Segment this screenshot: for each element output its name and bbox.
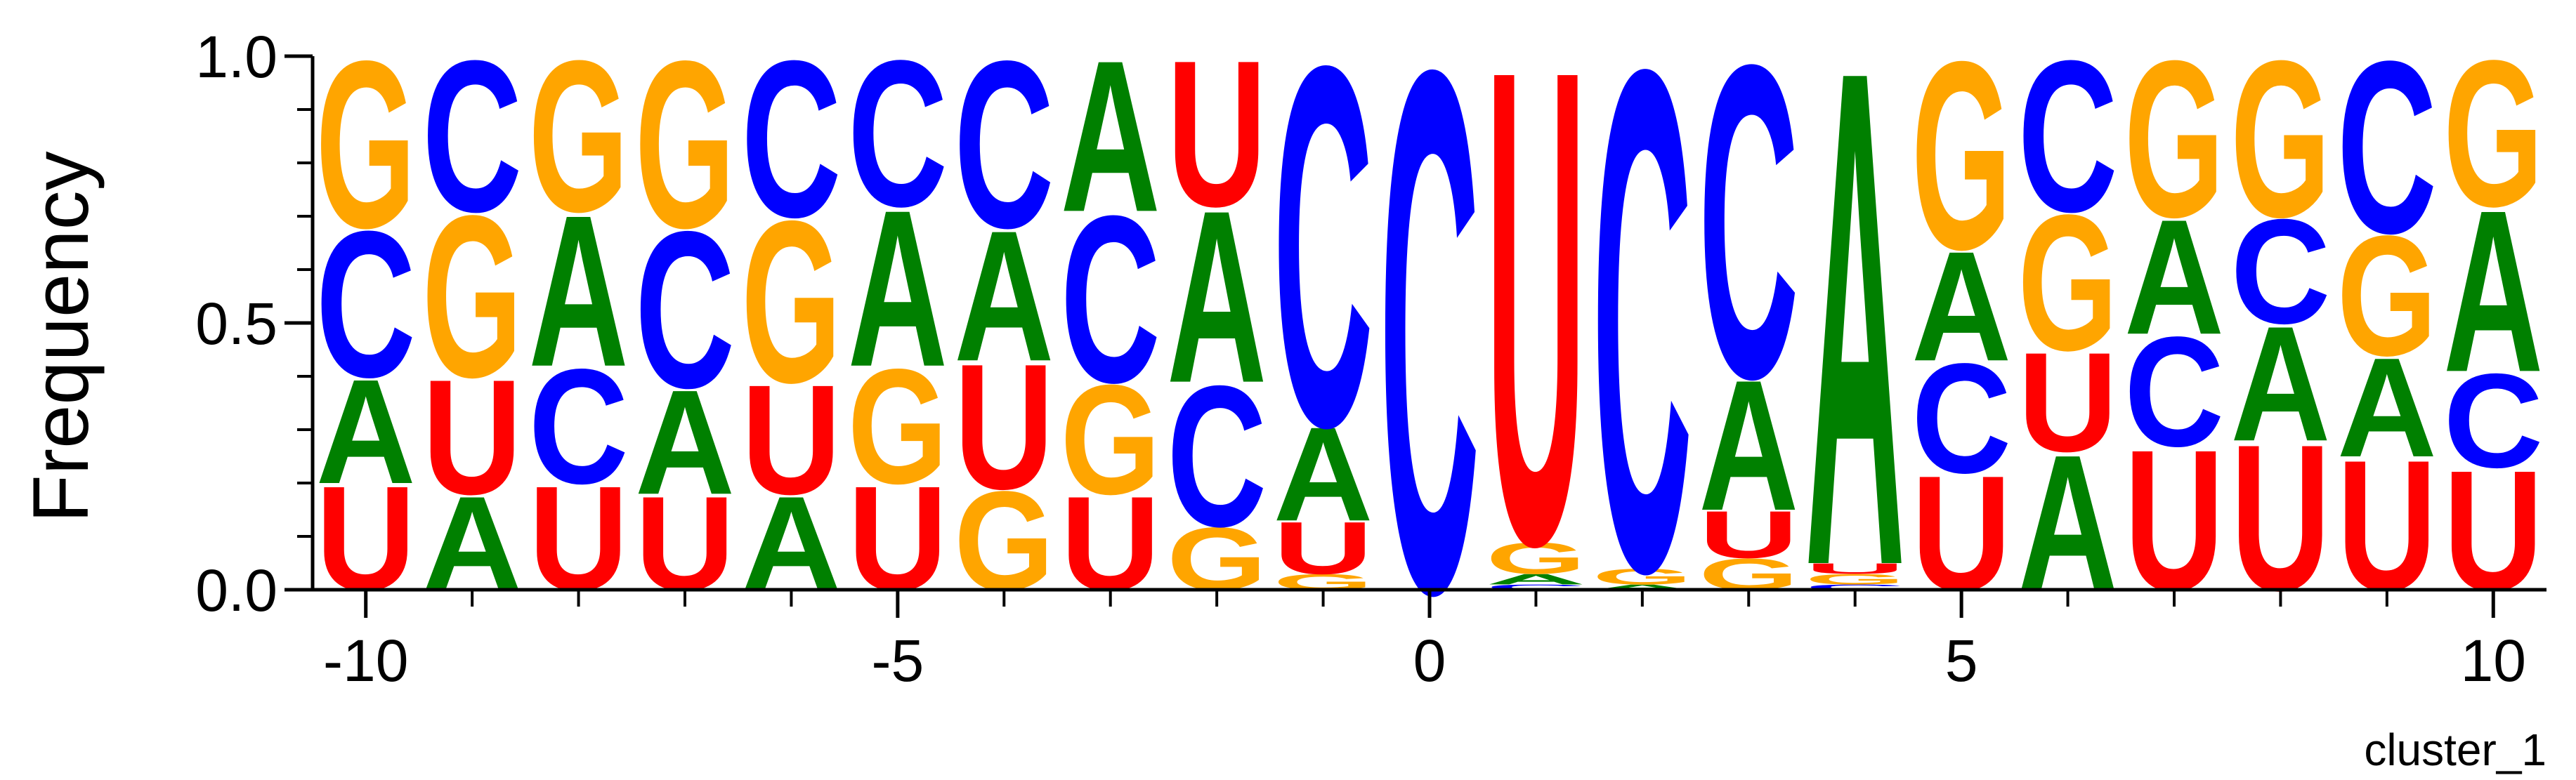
letter-u: U [422,345,522,529]
letter-u: U [741,352,841,527]
letter-c: C [848,18,948,250]
letter-a: A [1593,583,1692,591]
letter-a: A [635,360,735,526]
letter-a: A [1699,341,1798,549]
letter-a: A [1061,15,1160,257]
letter-a: A [528,170,628,411]
letter-a: A [2230,291,2330,475]
letter-c: C [1699,0,1798,471]
letter-c: C [1167,344,1267,569]
letter-g: G [2230,15,2330,265]
x-tick-label: -10 [323,628,408,694]
letter-g: G [2443,18,2543,250]
axes: 0.0 0.5 1.0 -10 -5 0 5 10 [195,24,2546,694]
letter-c: C [1805,583,1905,591]
letter-c: C [1380,0,1479,748]
letter-g: G [1805,571,1905,588]
letter-c: C [2018,15,2117,257]
y-axis-label: Frequency [17,151,105,522]
letter-a: A [1486,571,1586,588]
letter-g: G [528,15,628,257]
letter-g: G [2337,200,2437,392]
y-tick-label: 1.0 [195,24,277,90]
letter-c: C [2443,346,2543,496]
x-tick-label: 0 [1413,628,1446,694]
x-ticks: -10 -5 0 5 10 [323,590,2526,694]
letter-u: U [1805,560,1905,577]
letter-a: A [1911,219,2011,394]
letter-a: A [1273,399,1373,550]
letter-g: G [2124,15,2224,265]
y-ticks: 0.0 0.5 1.0 [195,24,313,623]
logo-letters: UACGAUGCUCAGUACGAUGCUGACGUACUGCAGCAUGUAC… [316,0,2544,748]
letter-c: C [1593,0,1692,720]
letter-c: C [422,15,522,257]
y-tick-label: 0.0 [195,557,277,623]
letter-c: C [954,11,1054,277]
letter-u: U [1486,0,1586,686]
letter-c: C [741,15,841,265]
letter-u: U [1273,506,1373,590]
letter-g: G [1911,6,2011,305]
letter-u: U [1167,18,1267,250]
letter-a: A [2443,162,2543,421]
letter-g: G [1486,534,1586,583]
letter-u: U [954,327,1054,527]
letter-u: U [1699,497,1798,572]
letter-c: C [1273,0,1373,534]
letter-g: G [741,173,841,431]
letter-a: A [316,349,416,515]
letter-c: C [1911,331,2011,506]
x-tick-label: 5 [1945,628,1978,694]
letter-g: G [316,11,416,278]
letter-g: G [422,168,522,425]
x-tick-label: 10 [2461,628,2526,694]
letter-g: G [1593,564,1692,590]
letter-a: A [2124,185,2224,369]
chart-caption: cluster_1 [2364,725,2546,775]
x-tick-label: -5 [872,628,924,694]
letter-c: C [635,185,735,435]
letter-g: G [848,336,948,518]
letter-c: C [1061,166,1160,432]
letter-a: A [954,192,1054,400]
letter-c: C [2230,189,2330,355]
letter-c: C [2337,11,2437,285]
letter-a: A [2337,329,2437,487]
y-tick-label: 0.5 [195,291,277,357]
letter-c: C [528,334,628,518]
letter-c: C [1486,583,1586,591]
letter-g: G [1061,352,1160,527]
letter-g: G [635,11,735,278]
letter-u: U [2018,323,2117,482]
letter-c: C [316,188,416,421]
letter-a: A [1167,160,1267,435]
letter-c: C [2124,305,2224,480]
letter-a: A [848,164,948,414]
letter-g: G [2018,174,2117,391]
